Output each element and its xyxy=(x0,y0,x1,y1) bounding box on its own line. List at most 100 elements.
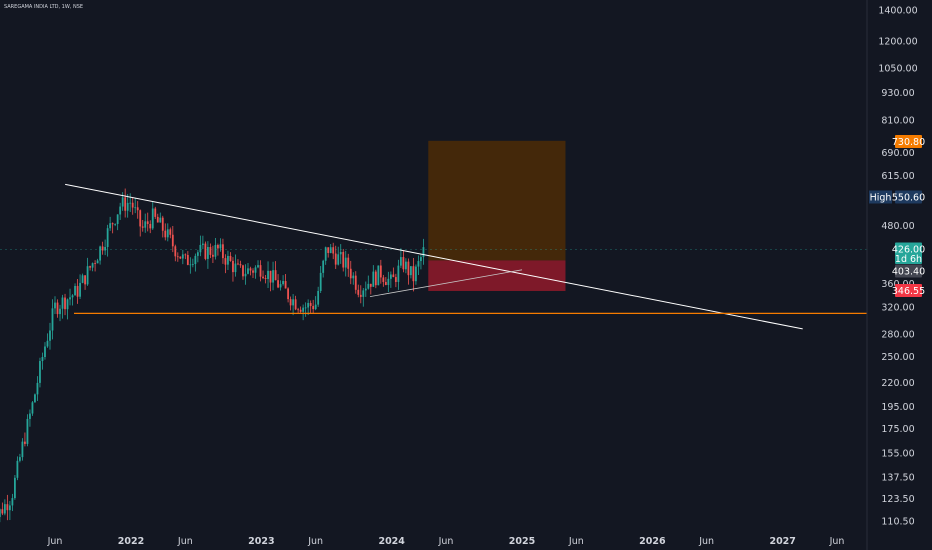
stop-badge xyxy=(895,284,922,297)
last-price-badge xyxy=(895,242,922,264)
candle-body xyxy=(349,268,352,279)
candle-body xyxy=(404,261,407,270)
candle-body xyxy=(399,257,402,266)
y-tick-label: 480.00 xyxy=(881,221,914,232)
candle-body xyxy=(407,261,410,276)
candle-body xyxy=(269,270,272,283)
candle-body xyxy=(124,197,127,211)
candle-body xyxy=(249,268,252,271)
y-tick-label: 1050.00 xyxy=(878,63,917,74)
candle-body xyxy=(219,244,222,249)
candle-body xyxy=(284,281,287,289)
candle-body xyxy=(159,217,162,223)
candle-body xyxy=(402,257,405,270)
candle-body xyxy=(156,216,159,223)
candle-body xyxy=(304,307,307,309)
y-tick-label: 280.00 xyxy=(881,329,914,340)
candle-body xyxy=(161,217,164,231)
candle-body xyxy=(232,260,234,273)
candle-body xyxy=(312,305,315,310)
candle-body xyxy=(267,270,269,279)
candle-body xyxy=(247,268,249,274)
candle-body xyxy=(252,270,254,273)
candle-body xyxy=(76,285,79,297)
candle-body xyxy=(314,304,317,310)
candle-body xyxy=(389,274,392,279)
countdown-text: 1d 6h xyxy=(895,254,922,265)
candle-body xyxy=(56,302,59,315)
candle-body xyxy=(292,299,295,306)
y-tick-label: 110.50 xyxy=(881,517,914,528)
candle-body xyxy=(194,255,197,265)
candle-body xyxy=(111,223,114,225)
candle-body xyxy=(384,281,387,285)
candle-body xyxy=(181,254,184,259)
candle-body xyxy=(199,244,202,253)
candle-body xyxy=(214,244,217,257)
descending-trendline xyxy=(65,183,803,330)
candle-body xyxy=(36,382,39,395)
candle-body xyxy=(289,299,292,306)
target-badge-text: 730.80 xyxy=(892,137,925,148)
candle-body xyxy=(242,265,244,277)
candle-body xyxy=(126,202,129,211)
candle-body xyxy=(19,457,21,461)
candle-body xyxy=(339,251,342,255)
high-value-badge xyxy=(895,190,922,204)
candle-body xyxy=(191,264,194,265)
candle-body xyxy=(417,261,420,267)
candle-body xyxy=(420,257,422,262)
candle-body xyxy=(359,294,362,297)
candle-body xyxy=(84,275,86,285)
candle-body xyxy=(415,266,417,282)
x-tick-label: 2025 xyxy=(509,536,535,547)
candle-body xyxy=(54,302,56,309)
candle-body xyxy=(397,265,400,282)
candle-body xyxy=(254,267,257,273)
candle-body xyxy=(44,346,46,358)
time-axis[interactable]: Jun 2022 Jun 2023 Jun 2024 Jun 2025 Jun 2026 Jun 20… xyxy=(47,536,845,547)
candle-body xyxy=(179,256,182,259)
y-tick-label: 220.00 xyxy=(881,378,914,389)
candle-body xyxy=(134,207,137,209)
candle-body xyxy=(174,246,177,257)
candle-body xyxy=(222,244,224,259)
x-tick-label: Jun xyxy=(307,536,323,547)
candle-body xyxy=(46,340,49,347)
price-axis[interactable]: 1400.00 1200.00 1050.00 930.00 810.00 690.00 6… xyxy=(878,6,917,528)
candle-body xyxy=(81,275,84,283)
candle-body xyxy=(24,441,26,444)
candle-body xyxy=(209,246,212,255)
candle-body xyxy=(109,223,112,229)
candle-body xyxy=(139,210,142,227)
position-zones xyxy=(0,140,867,291)
candle-body xyxy=(317,290,320,305)
candle-body xyxy=(334,253,337,265)
candle-body xyxy=(96,260,99,264)
candle-body xyxy=(131,202,134,208)
candle-body xyxy=(239,264,242,266)
candle-body xyxy=(329,247,332,253)
candle-body xyxy=(257,265,259,268)
candle-body xyxy=(106,228,109,247)
candles xyxy=(0,188,425,523)
candle-body xyxy=(324,247,327,261)
candle-body xyxy=(114,223,117,225)
target-zone xyxy=(428,140,566,261)
candle-body xyxy=(206,246,209,259)
candle-body xyxy=(259,265,262,277)
candle-body xyxy=(94,263,97,264)
stop-badge-text: 346.55 xyxy=(892,286,925,297)
candle-body xyxy=(379,265,382,278)
y-tick-label: 615.00 xyxy=(881,171,914,182)
candle-body xyxy=(297,309,300,311)
candle-body xyxy=(186,254,189,265)
candle-body xyxy=(136,207,139,211)
y-tick-label: 930.00 xyxy=(881,88,914,99)
candle-body xyxy=(71,295,74,298)
candle-body xyxy=(374,271,377,286)
candle-body xyxy=(274,270,277,281)
candle-body xyxy=(3,504,6,514)
symbol-title: SAREGAMA INDIA LTD, 1W, NSE xyxy=(4,4,83,10)
